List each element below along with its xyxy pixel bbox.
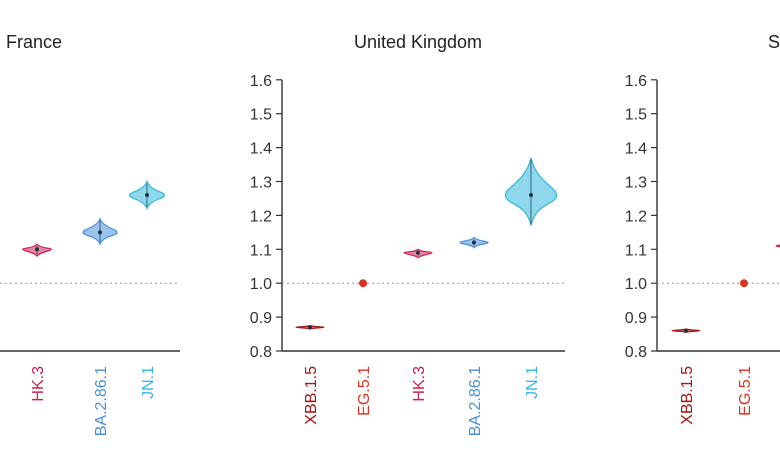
x-category-label: BA.2.86.1 xyxy=(93,366,110,436)
x-category-label: HK.3 xyxy=(30,366,47,402)
y-tick-label: 0.8 xyxy=(625,344,647,361)
y-tick-label: 1.5 xyxy=(625,107,647,124)
y-tick-label: 0.9 xyxy=(625,310,647,327)
violin-median-dot xyxy=(145,193,149,198)
y-tick-label: 1.1 xyxy=(625,242,647,259)
y-tick-label: 1.3 xyxy=(250,175,272,192)
y-tick-label: 1.6 xyxy=(625,73,647,90)
y-tick-label: 0.9 xyxy=(250,310,272,327)
panel-third: S 0.8 0.9 1.0 1.1 1.2 1.3 1.4 1.5 1.6 XBB.1.5 EG.5… xyxy=(625,32,780,425)
y-tick-label: 1.3 xyxy=(625,175,647,192)
point-marker xyxy=(359,279,367,288)
violin-median-dot xyxy=(308,325,312,330)
y-tick-label: 1.2 xyxy=(625,208,647,225)
plot-area: 0.8 0.9 1.0 1.1 1.2 1.3 1.4 1.5 1.6 XBB.1.5 EG.5.1… xyxy=(250,73,565,436)
violin-median-dot xyxy=(35,247,39,252)
y-tick-label: 1.4 xyxy=(625,141,647,158)
y-tick-label: 1.5 xyxy=(250,107,272,124)
x-category-label: JN.1 xyxy=(140,366,157,399)
plot-area: 0.8 0.9 1.0 1.1 1.2 1.3 1.4 1.5 1.6 XBB.1.5 EG.5.1 xyxy=(625,73,780,425)
y-tick-label: 0.8 xyxy=(250,344,272,361)
panel-title: S xyxy=(768,32,780,52)
y-tick-label: 1.4 xyxy=(250,141,272,158)
y-tick-label: 1.0 xyxy=(250,276,272,293)
x-category-label: XBB.1.5 xyxy=(303,366,320,425)
violin-shape xyxy=(775,244,780,248)
panel-france: France HK.3 BA.2.86.1 JN.1 xyxy=(0,32,180,436)
panel-title: France xyxy=(6,32,62,52)
y-tick-label: 1.2 xyxy=(250,208,272,225)
panel-united-kingdom: United Kingdom 0.8 0.9 1.0 1.1 1.2 1.3 1.4 1.5 1… xyxy=(250,32,565,436)
violin-median-dot xyxy=(684,328,688,333)
x-category-label: BA.2.86.1 xyxy=(467,366,484,436)
violin-median-dot xyxy=(98,230,102,235)
point-marker xyxy=(740,279,748,288)
violin-median-dot xyxy=(529,193,533,198)
x-category-label: EG.5.1 xyxy=(737,366,754,416)
x-category-label: JN.1 xyxy=(524,366,541,399)
y-tick-label: 1.0 xyxy=(625,276,647,293)
x-category-label: XBB.1.5 xyxy=(679,366,696,425)
panel-title: United Kingdom xyxy=(354,32,482,52)
y-tick-label: 1.6 xyxy=(250,73,272,90)
x-category-label: HK.3 xyxy=(411,366,428,402)
x-category-label: EG.5.1 xyxy=(356,366,373,416)
y-tick-label: 1.1 xyxy=(250,242,272,259)
violin-median-dot xyxy=(472,240,476,245)
plot-area: HK.3 BA.2.86.1 JN.1 xyxy=(0,179,180,436)
violin-median-dot xyxy=(416,250,420,255)
